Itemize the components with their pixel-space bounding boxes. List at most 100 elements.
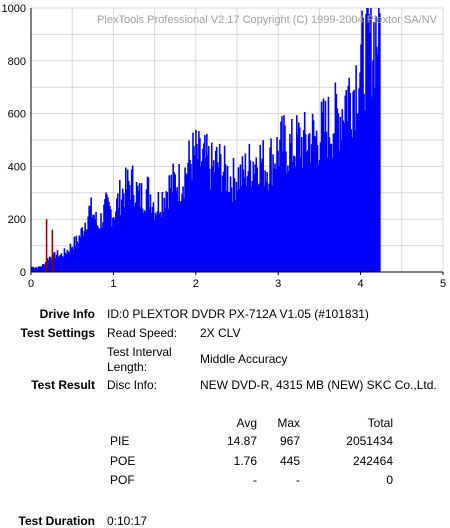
bar bbox=[354, 130, 356, 272]
bar bbox=[218, 143, 221, 272]
bar bbox=[139, 207, 142, 272]
bar bbox=[286, 173, 288, 272]
bar bbox=[108, 201, 110, 272]
bar bbox=[182, 186, 184, 272]
bar bbox=[74, 246, 77, 272]
bar bbox=[303, 111, 306, 273]
bar bbox=[191, 180, 193, 272]
interval-label-line1: Test Interval bbox=[107, 345, 172, 359]
bar bbox=[350, 129, 352, 272]
bar bbox=[241, 156, 244, 272]
bar bbox=[123, 207, 126, 272]
bar bbox=[185, 173, 187, 272]
bar bbox=[84, 222, 86, 272]
bar bbox=[188, 140, 190, 272]
bar bbox=[353, 89, 355, 273]
bar bbox=[373, 22, 375, 273]
bar bbox=[69, 243, 72, 272]
bar bbox=[202, 148, 204, 272]
bar bbox=[144, 211, 147, 272]
pof-total: 0 bbox=[386, 473, 393, 487]
bar bbox=[263, 185, 265, 272]
bar bbox=[111, 226, 113, 272]
bar bbox=[127, 180, 130, 272]
bar bbox=[234, 200, 237, 272]
bar bbox=[109, 205, 111, 272]
bar bbox=[213, 172, 216, 272]
bar bbox=[348, 77, 350, 273]
bar bbox=[337, 113, 340, 272]
bar bbox=[137, 190, 140, 272]
bar bbox=[258, 183, 261, 272]
bar bbox=[184, 167, 186, 272]
bar bbox=[189, 159, 191, 272]
bar bbox=[68, 252, 71, 272]
bar bbox=[39, 266, 42, 272]
bar bbox=[49, 257, 52, 272]
bar bbox=[99, 228, 101, 272]
bar bbox=[345, 89, 348, 272]
bar bbox=[192, 132, 194, 272]
bar bbox=[279, 139, 281, 272]
bar bbox=[307, 134, 310, 272]
bar bbox=[73, 236, 76, 272]
bar bbox=[143, 210, 146, 272]
bar bbox=[86, 229, 88, 272]
bar bbox=[110, 209, 112, 272]
bar bbox=[159, 211, 162, 272]
bar bbox=[335, 93, 338, 273]
bar bbox=[31, 266, 34, 272]
bar bbox=[256, 167, 259, 272]
bar bbox=[85, 229, 87, 272]
bar bbox=[290, 143, 292, 272]
bar bbox=[369, 32, 371, 273]
bar bbox=[328, 137, 331, 272]
bar bbox=[322, 98, 325, 272]
watermark-text: PlexTools Professional V2.17 Copyright (… bbox=[97, 14, 438, 26]
bar bbox=[204, 135, 206, 272]
bar bbox=[368, 14, 370, 272]
bar bbox=[142, 213, 145, 272]
poe-row-label: POE bbox=[110, 454, 136, 468]
pof-row-label: POF bbox=[110, 473, 135, 487]
pie-max: 967 bbox=[279, 434, 300, 448]
bar bbox=[224, 164, 227, 272]
bar bbox=[291, 118, 293, 273]
bar bbox=[217, 166, 220, 272]
bar bbox=[284, 125, 286, 272]
bar bbox=[216, 162, 219, 272]
bar bbox=[210, 142, 213, 272]
bar bbox=[311, 113, 314, 272]
bar bbox=[42, 263, 45, 272]
bar bbox=[242, 169, 245, 272]
bar bbox=[71, 246, 74, 272]
bar bbox=[276, 137, 278, 272]
poe-max: 445 bbox=[279, 454, 300, 468]
bar bbox=[134, 202, 137, 272]
bar bbox=[319, 142, 322, 272]
bar bbox=[98, 229, 100, 272]
bar bbox=[200, 166, 202, 272]
bar bbox=[195, 130, 197, 272]
bar bbox=[340, 139, 343, 272]
bar bbox=[166, 192, 169, 272]
bar bbox=[264, 170, 266, 272]
bar bbox=[308, 133, 311, 272]
bar bbox=[326, 157, 329, 272]
bar bbox=[231, 202, 234, 272]
bar bbox=[244, 153, 247, 272]
bar bbox=[80, 228, 83, 272]
bar bbox=[295, 166, 297, 272]
bar bbox=[128, 185, 131, 272]
pie-chart: 0 1 2 3 4 5 0 200 400 600 800 1000 PlexTools Profes… bbox=[2, 3, 447, 290]
bar bbox=[260, 162, 262, 272]
bar bbox=[165, 191, 168, 272]
bar bbox=[301, 167, 304, 272]
bar bbox=[338, 151, 341, 272]
bar bbox=[60, 253, 63, 272]
poe-total: 242464 bbox=[352, 454, 393, 468]
bar bbox=[50, 259, 53, 272]
pof-max: - bbox=[296, 473, 300, 487]
bar bbox=[246, 176, 249, 272]
bar bbox=[342, 120, 345, 272]
